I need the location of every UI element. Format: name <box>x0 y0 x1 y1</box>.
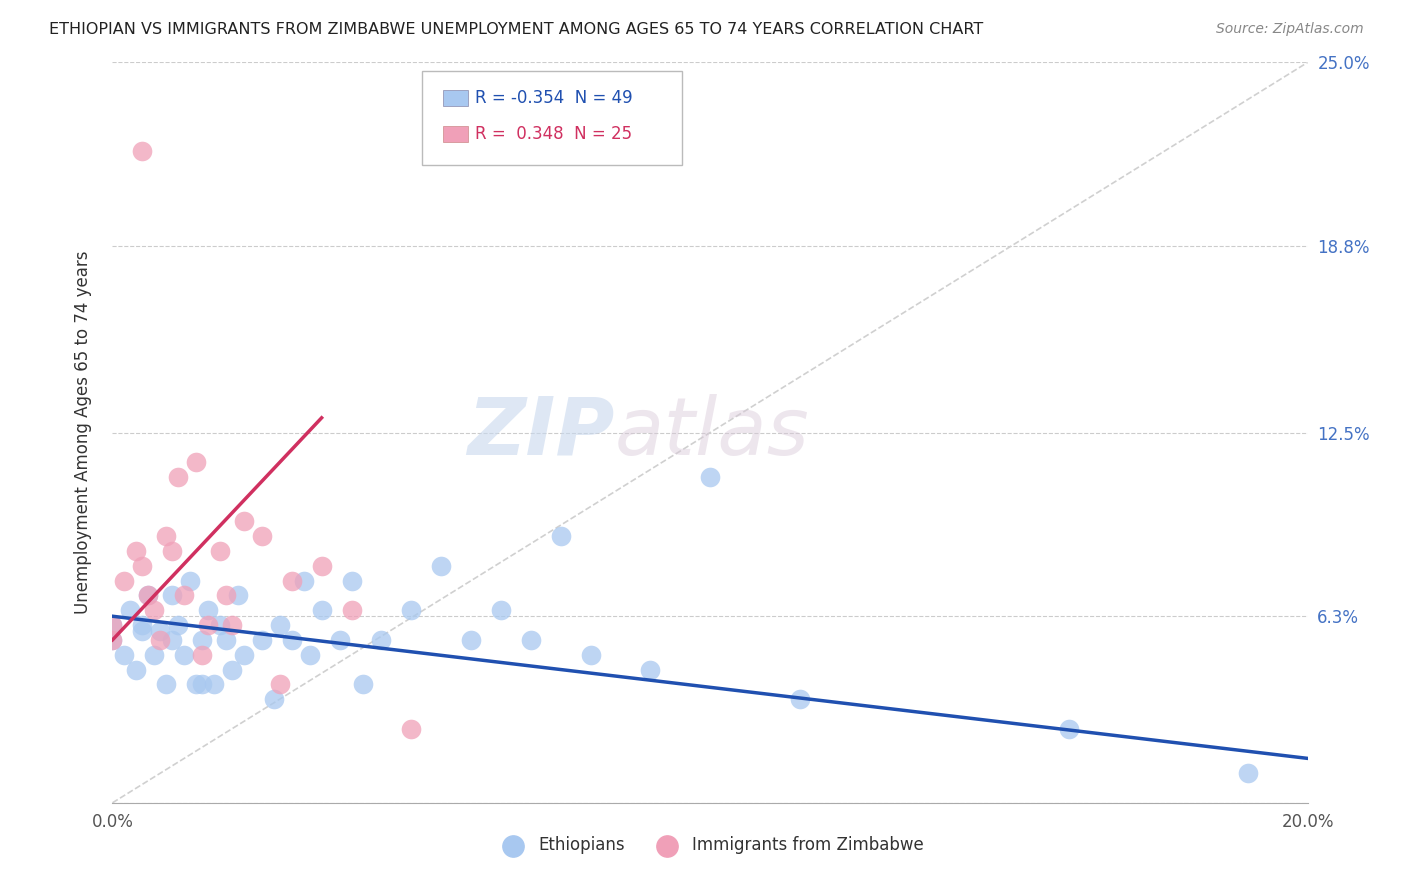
Point <box>281 632 304 647</box>
Point <box>131 145 153 159</box>
Point <box>167 470 190 484</box>
Point <box>233 515 256 529</box>
Point <box>173 648 195 662</box>
Text: ETHIOPIAN VS IMMIGRANTS FROM ZIMBABWE UNEMPLOYMENT AMONG AGES 65 TO 74 YEARS COR: ETHIOPIAN VS IMMIGRANTS FROM ZIMBABWE UN… <box>49 22 983 37</box>
Point <box>263 692 285 706</box>
Point <box>269 618 291 632</box>
Legend: Ethiopians, Immigrants from Zimbabwe: Ethiopians, Immigrants from Zimbabwe <box>491 830 929 861</box>
Point <box>143 648 166 662</box>
Text: R =  0.348  N = 25: R = 0.348 N = 25 <box>475 125 633 143</box>
Point <box>202 677 225 691</box>
Point <box>191 677 214 691</box>
Point <box>138 589 160 603</box>
Point <box>162 544 183 558</box>
Point <box>292 574 315 588</box>
Point <box>125 544 148 558</box>
Point <box>162 589 183 603</box>
Point <box>281 574 304 588</box>
Point <box>114 574 135 588</box>
Point <box>101 618 124 632</box>
Point <box>155 677 177 691</box>
Point <box>173 589 195 603</box>
Point <box>209 618 232 632</box>
Point <box>179 574 201 588</box>
Point <box>430 558 453 573</box>
Point <box>186 455 208 469</box>
Point <box>579 648 602 662</box>
Point <box>155 529 177 543</box>
Point <box>311 558 333 573</box>
Point <box>101 618 124 632</box>
Point <box>250 632 273 647</box>
Point <box>550 529 572 543</box>
Point <box>162 632 183 647</box>
Point <box>401 603 423 617</box>
Point <box>114 648 135 662</box>
Point <box>353 677 375 691</box>
Point <box>209 544 232 558</box>
Point <box>215 632 238 647</box>
Point <box>269 677 291 691</box>
Text: atlas: atlas <box>614 393 810 472</box>
Point <box>401 722 423 736</box>
Point <box>101 632 124 647</box>
Point <box>131 558 153 573</box>
Point <box>215 589 238 603</box>
Point <box>340 574 363 588</box>
Point <box>197 603 219 617</box>
Text: R = -0.354  N = 49: R = -0.354 N = 49 <box>475 89 633 107</box>
Point <box>340 603 363 617</box>
Point <box>125 663 148 677</box>
Point <box>131 618 153 632</box>
Point <box>298 648 321 662</box>
Point <box>138 589 160 603</box>
Point <box>167 618 190 632</box>
Point <box>131 624 153 638</box>
Point <box>329 632 352 647</box>
Point <box>197 618 219 632</box>
Point <box>221 618 243 632</box>
Point <box>149 632 172 647</box>
Point <box>789 692 811 706</box>
Point <box>311 603 333 617</box>
Point <box>120 603 142 617</box>
Point <box>191 648 214 662</box>
Point <box>101 632 124 647</box>
Point <box>250 529 273 543</box>
Text: ZIP: ZIP <box>467 393 614 472</box>
Point <box>143 603 166 617</box>
Y-axis label: Unemployment Among Ages 65 to 74 years: Unemployment Among Ages 65 to 74 years <box>73 251 91 615</box>
Point <box>1057 722 1080 736</box>
Point <box>640 663 662 677</box>
Point <box>226 589 249 603</box>
Point <box>520 632 543 647</box>
Point <box>370 632 392 647</box>
Point <box>1237 766 1260 780</box>
Text: Source: ZipAtlas.com: Source: ZipAtlas.com <box>1216 22 1364 37</box>
Point <box>186 677 208 691</box>
Point <box>149 624 172 638</box>
Point <box>233 648 256 662</box>
Point <box>191 632 214 647</box>
Point <box>221 663 243 677</box>
Point <box>460 632 482 647</box>
Point <box>699 470 721 484</box>
Point <box>489 603 512 617</box>
